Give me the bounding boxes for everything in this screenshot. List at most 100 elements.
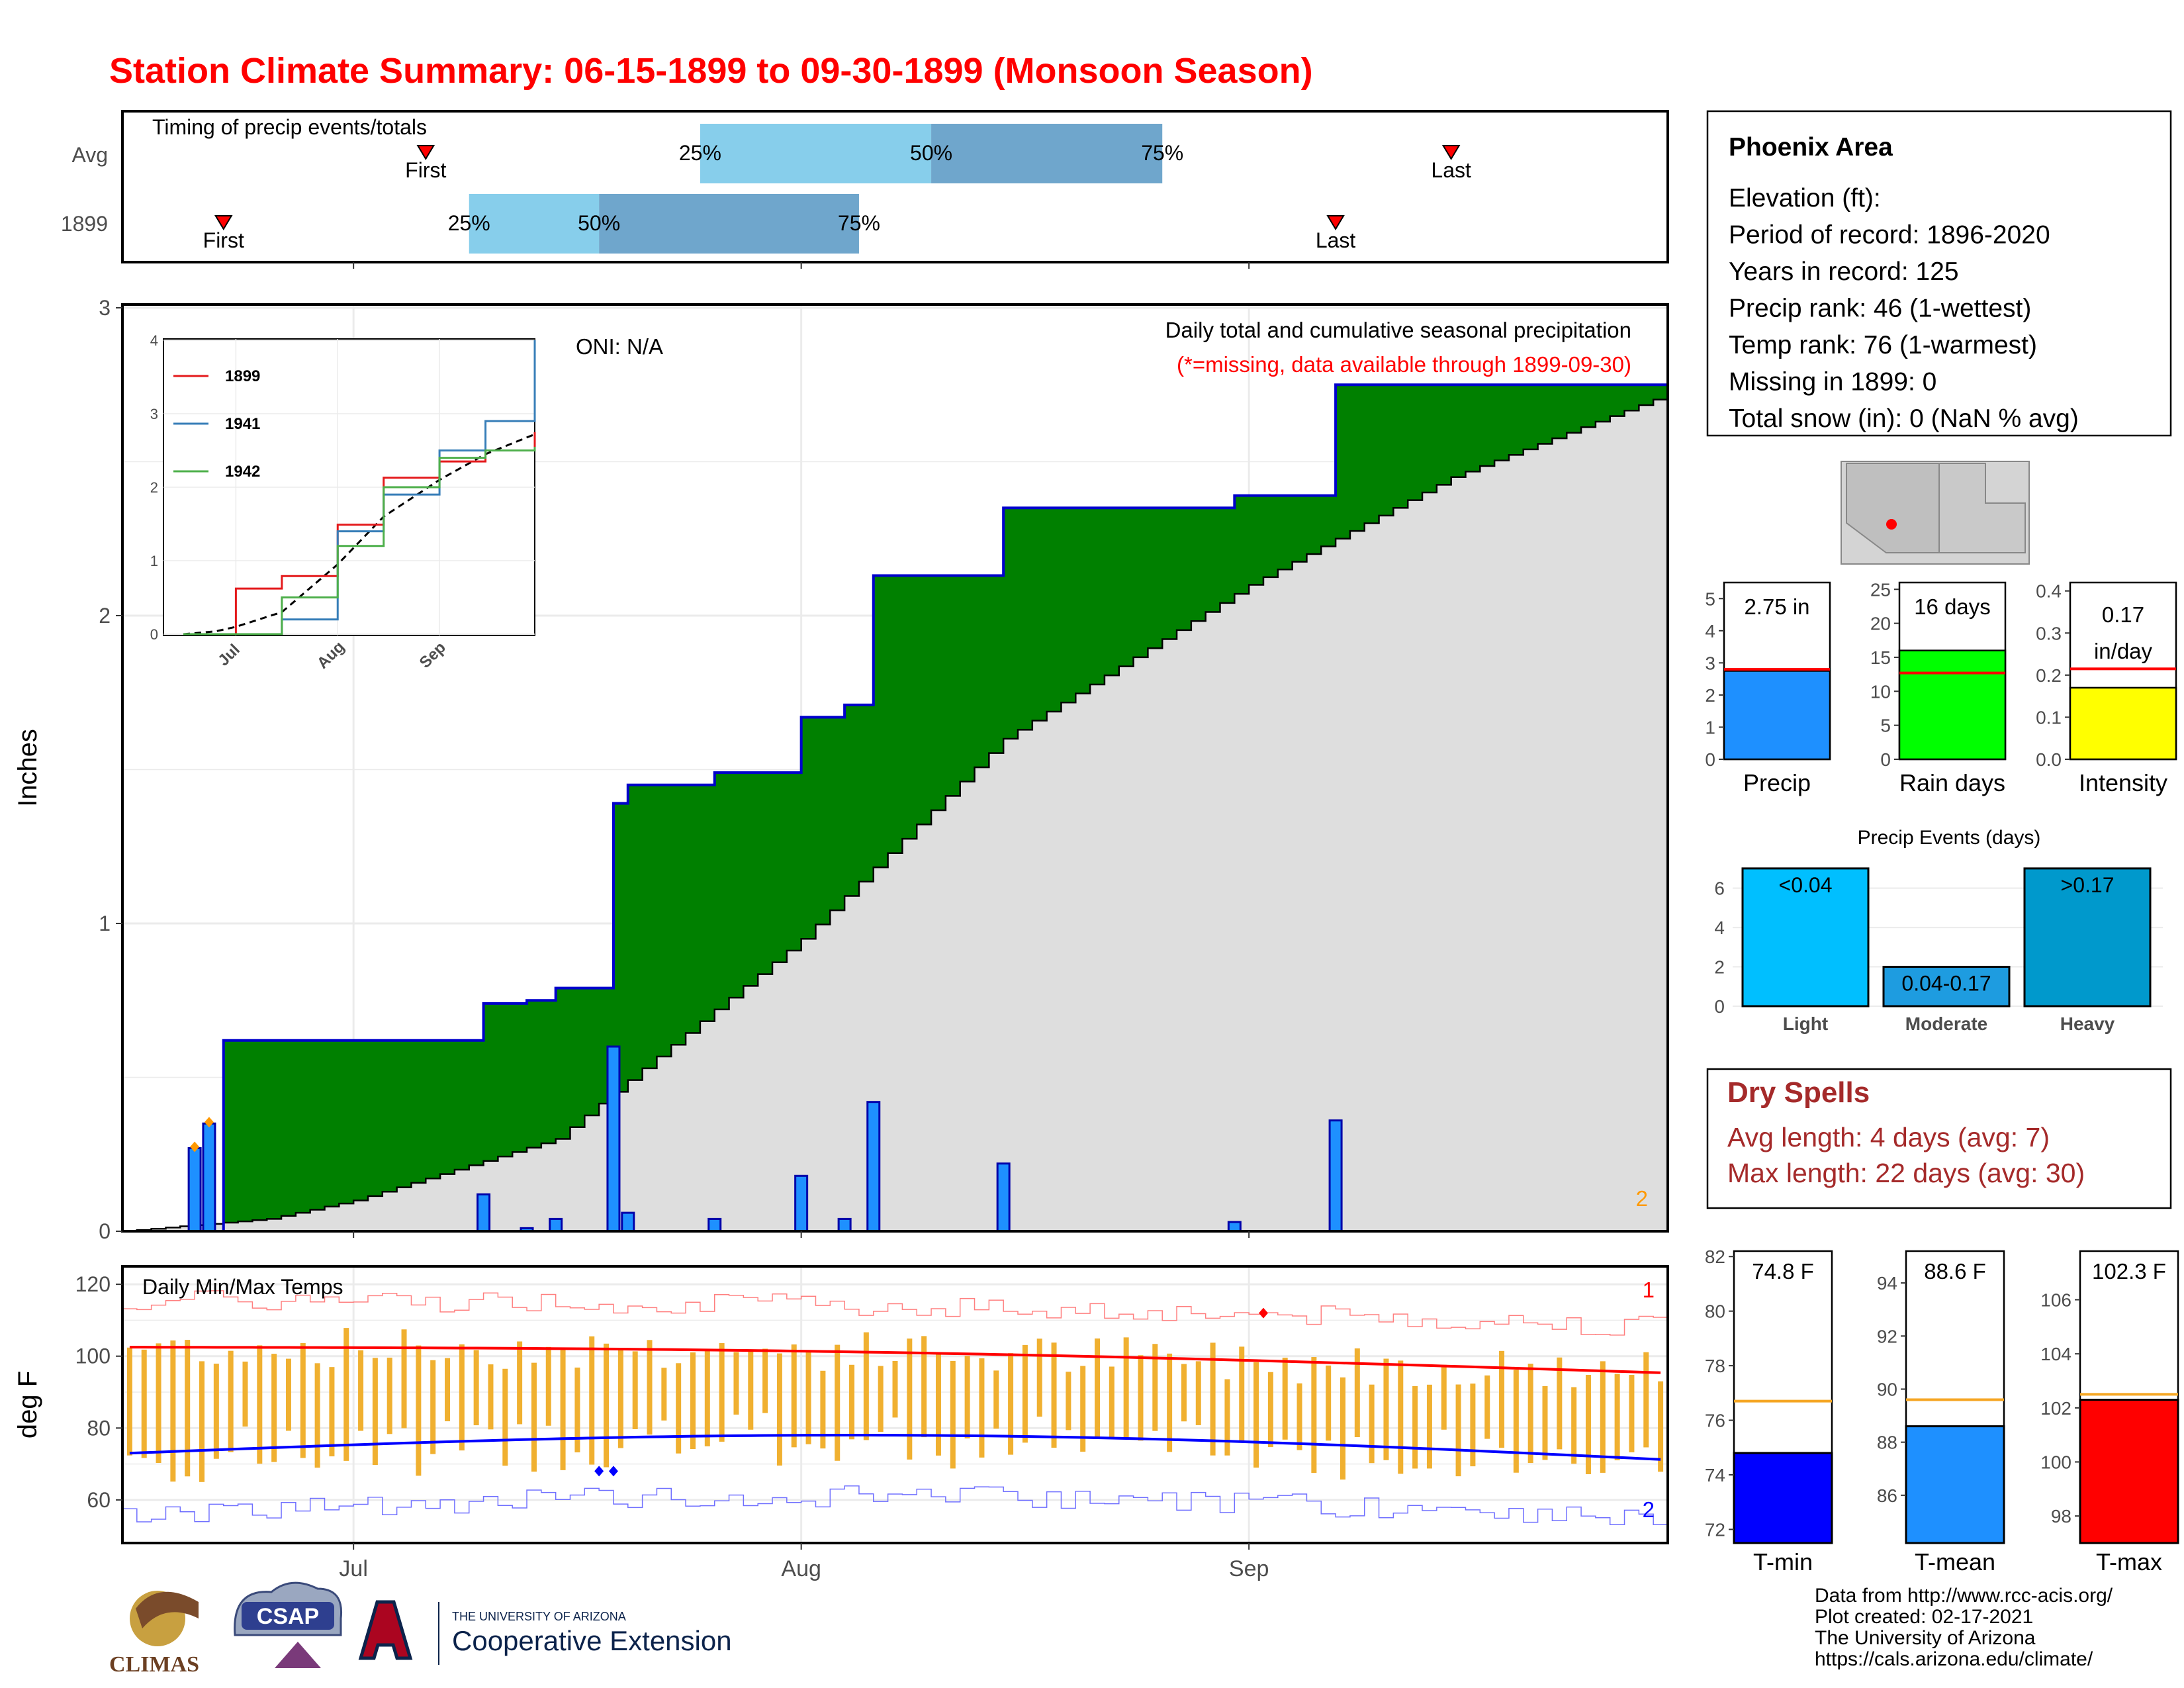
avg-min-temp-line [129,1434,1661,1461]
temp-summary-label: T-max [2096,1548,2162,1575]
daily-precip-bar [996,1162,1011,1233]
daily-precip-bar [794,1174,809,1233]
ua-a-icon [358,1600,413,1660]
daily-temp-bar [748,1350,754,1430]
mini-bar-tick-label: 20 [1870,614,1891,634]
mini-bar-tick-label: 0.0 [2036,749,2062,770]
timing-label: Timing of precip events/totals [152,115,427,139]
dry-spells-title: Dry Spells [1727,1076,1870,1109]
timing-avg-first-label: First [405,158,446,182]
inset-ytick-label: 1 [150,553,158,569]
timing-avg-p25-p50-bar [700,124,932,183]
dry-spells-frame [1706,1068,2172,1209]
temp-summary-bar [1905,1425,2005,1544]
temp-summary-label: T-mean [1915,1548,1995,1575]
temp-ytick-label: 60 [87,1488,111,1512]
climas-logo-text: CLIMAS [109,1652,199,1677]
daily-temp-bar [632,1351,638,1429]
temp-frame [121,1265,1669,1544]
temp-summary-tick-label: 82 [1705,1246,1725,1267]
mini-bar-value-label: 16 days [1914,594,1991,619]
daily-temp-bar [1239,1346,1245,1441]
timing-year-last-marker-icon [1326,215,1345,230]
daily-temp-bar [1066,1372,1071,1430]
info-lines: Elevation (ft): Period of record: 1896-20… [1729,184,2079,433]
x-tick-label: Aug [781,1556,821,1581]
daily-temp-bar [1340,1377,1345,1480]
temp-summary-bar [1733,1452,1833,1544]
daily-temp-bar [531,1362,537,1472]
timing-avg-last-label: Last [1431,158,1471,182]
timing-row-year: 1899 [61,212,108,236]
temp-summary-tick-label: 72 [1705,1519,1725,1540]
precip-daily-bars [187,1045,1343,1233]
daily-temp-bar [300,1342,306,1458]
coop-extension-text: Cooperative Extension [452,1625,732,1656]
timing-avg-p50-p75-bar [931,124,1163,183]
newmexico-shape [1938,463,2026,553]
daily-precip-bar [621,1211,635,1233]
temp-summary-tick-label: 104 [2040,1344,2071,1364]
temp-y-axis: 60 80 100 120 [75,1272,122,1512]
daily-temp-bar [1253,1362,1259,1468]
daily-temp-bar [791,1344,797,1448]
daily-temp-bar [1658,1381,1664,1472]
station-name: Phoenix Area [1729,133,1893,162]
oni-label: ONI: N/A [576,334,663,359]
info-line: Years in record: 125 [1729,258,1959,286]
temp-ytick-label: 120 [75,1272,111,1296]
daily-temp-bar [1051,1342,1057,1448]
precip-events-range-label: >0.17 [2061,873,2115,897]
temp-summary-tick-label: 102 [2040,1398,2071,1419]
mini-bar-label: Rain days [1899,769,2005,796]
daily-temp-bar [459,1344,465,1451]
temp-ytick-label: 100 [75,1344,111,1368]
daily-temp-bar [1036,1338,1042,1417]
daily-temp-bar [849,1364,855,1440]
timing-year-p75-label: 75% [838,211,880,235]
daily-temp-bar [1022,1344,1028,1443]
daily-temp-bar [545,1346,551,1426]
inset-ytick-label: 2 [150,479,158,496]
info-line: Elevation (ft): [1729,184,1881,212]
daily-temp-bar [574,1367,580,1453]
mini-bar-tick-label: 1 [1705,717,1715,737]
daily-temp-bar [430,1360,436,1454]
precip-ytick-label: 1 [99,912,111,935]
mini-bar-tick-label: 0.4 [2036,581,2062,602]
mini-bar-tick-label: 3 [1705,653,1715,673]
temp-marks [122,1290,1668,1526]
daily-temp-bar [329,1367,335,1457]
record-high-line [122,1290,1668,1336]
daily-temp-bar [271,1354,277,1462]
inset-legend-label: 1942 [225,463,260,481]
credit-line: Plot created: 02-17-2021 [1815,1606,2033,1628]
daily-temp-bar [1426,1384,1432,1469]
daily-temp-bar [617,1350,623,1448]
daily-temp-bar [935,1354,941,1456]
daily-temp-bar [517,1341,523,1425]
info-line: Total snow (in): 0 (NaN % avg) [1729,404,2079,433]
mini-bar-tick-label: 10 [1870,681,1891,702]
temp-summary-tick-label: 80 [1705,1301,1725,1322]
daily-temp-bar [704,1348,710,1446]
daily-temp-bar [1600,1361,1606,1473]
daily-temp-bar [719,1343,725,1442]
daily-precip-bar [707,1217,722,1233]
temp-summary-tick-label: 100 [2040,1452,2071,1473]
temp-summary-bar [2079,1399,2179,1544]
daily-temp-bar [416,1345,422,1476]
precip-ylabel: Inches [13,729,42,807]
daily-precip-bar [837,1217,852,1233]
temp-summary-tick-label: 92 [1877,1326,1897,1346]
record-low-count: 2 [1643,1497,1655,1522]
mini-bar-tick-label: 0.1 [2036,707,2062,727]
daily-record-marker-icon [204,1117,214,1128]
ua-name-text: THE UNIVERSITY OF ARIZONA [452,1610,626,1623]
mini-bar-value [2069,686,2177,761]
mini-bar-tick-label: 4 [1705,621,1715,641]
daily-temp-bar [733,1352,739,1415]
